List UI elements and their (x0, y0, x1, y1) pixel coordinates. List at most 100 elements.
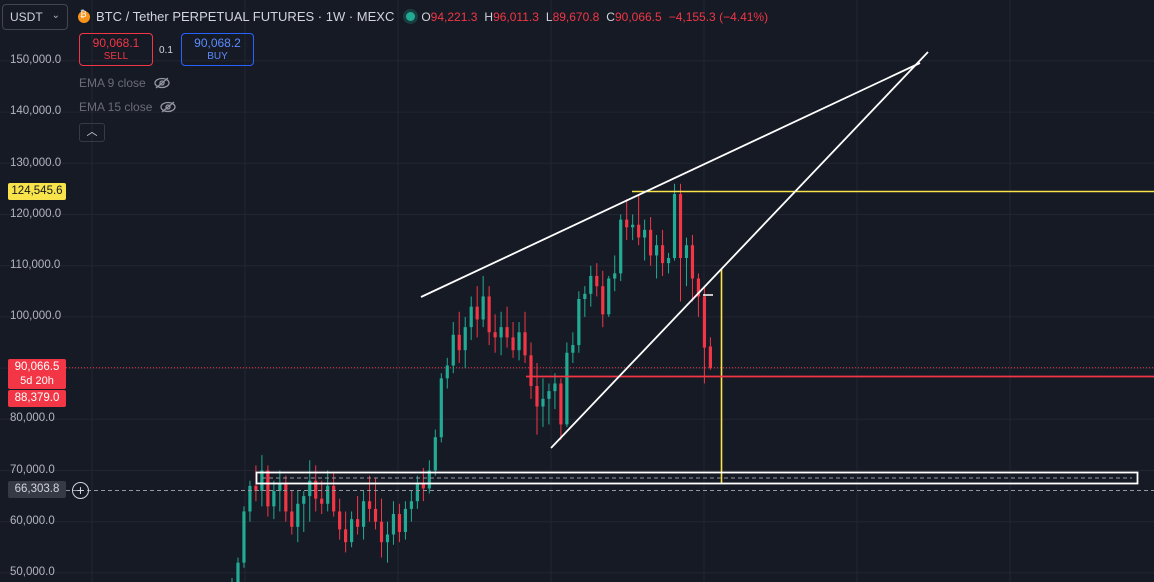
candle-body (505, 327, 509, 338)
candle-body (242, 511, 246, 563)
candle-body (625, 219, 629, 228)
symbol-title[interactable]: BTC / Tether PERPETUAL FUTURES · 1W · ME… (96, 9, 395, 24)
ohlc-low-value: 89,670.8 (552, 9, 600, 24)
candle-body (649, 229, 653, 256)
candle-body (445, 365, 449, 379)
candle-body (553, 383, 557, 392)
candle-body (308, 480, 312, 497)
price-axis-label: 60,000.0 (10, 515, 55, 527)
candle-body (511, 337, 515, 351)
candle-body (260, 470, 264, 491)
candle-body (577, 298, 581, 346)
ohlc-high-value: 96,011.3 (493, 9, 539, 24)
ohlc-open-value: 94,221.3 (430, 9, 478, 24)
candle-body (266, 470, 270, 507)
candle-body (403, 508, 408, 532)
buy-button[interactable]: 90,068.2 BUY (181, 33, 254, 66)
candle-body (559, 383, 563, 425)
candle-body (236, 562, 240, 582)
candle-body (433, 437, 437, 471)
candle-body (409, 501, 413, 509)
sell-price: 90,068.1 (92, 36, 140, 50)
symbol-header: BTC / Tether PERPETUAL FUTURES · 1W · ME… (78, 9, 775, 24)
ohlc-high-label: H (484, 9, 494, 24)
current-price: 90,066.5 (14, 361, 60, 373)
candle-body (457, 334, 461, 351)
candle-body (254, 485, 258, 491)
candle-body (373, 508, 378, 522)
candle-body (696, 278, 701, 297)
candle-body (666, 258, 671, 264)
candle-body (481, 296, 485, 320)
candle-body (613, 273, 617, 279)
candle-body (427, 470, 431, 489)
price-axis-label: 70,000.0 (10, 464, 55, 476)
buy-price: 90,068.2 (194, 36, 241, 50)
candle-body (660, 245, 665, 264)
candle-body (385, 534, 390, 543)
candle-body (565, 352, 569, 425)
wedge-upper-trendline (420, 62, 921, 298)
candle-body (350, 519, 354, 543)
candle-body (475, 306, 479, 320)
eye-hidden-icon[interactable] (154, 77, 170, 89)
candle-body (284, 483, 288, 512)
candle-body (332, 485, 336, 512)
candle-body (589, 275, 593, 294)
ohlc-low-label: L (545, 9, 553, 24)
indicator-ema15[interactable]: EMA 15 close (79, 100, 177, 114)
price-axis-label: 120,000.0 (10, 208, 62, 220)
candle-body (708, 346, 712, 368)
candle-body (367, 501, 372, 509)
candle-body (601, 286, 605, 315)
candle-body (535, 386, 539, 407)
bar-countdown: 5d 20h (20, 375, 54, 387)
currency-select[interactable]: USDT ⌄ (2, 4, 68, 30)
candle-body (690, 245, 695, 279)
horizontal-line-price-tag: 124,545.6 (8, 183, 66, 200)
candle-body (672, 194, 677, 259)
spread-value: 0.1 (159, 45, 173, 56)
candle-body (361, 501, 366, 527)
currency-select-value: USDT (10, 10, 43, 24)
candle-body (397, 514, 402, 532)
price-change: −4,155.3 (−4.41%) (668, 9, 769, 24)
price-axis-label: 110,000.0 (10, 259, 61, 271)
support-zone-rectangle (255, 471, 1139, 485)
candle-body (439, 378, 443, 438)
candle-body (272, 490, 276, 507)
candle-body (487, 296, 491, 333)
crosshair-price-tag: 66,303.8 (8, 481, 66, 498)
chevron-up-icon: ︿ (86, 126, 98, 138)
candle-body (529, 355, 533, 387)
candle-body (541, 398, 545, 407)
horizontal-line-price-tag: 88,379.0 (8, 390, 66, 407)
candle-body (355, 519, 360, 527)
current-price-tag: 90,066.5 5d 20h (8, 359, 66, 389)
indicator-ema9-label: EMA 9 close (79, 76, 146, 90)
candle-body (320, 498, 324, 504)
buy-label: BUY (207, 51, 228, 62)
candle-body (302, 496, 306, 504)
indicator-ema9[interactable]: EMA 9 close (79, 76, 170, 90)
eye-hidden-icon[interactable] (160, 101, 177, 113)
sell-button[interactable]: 90,068.1 SELL (79, 33, 153, 66)
candle-body (517, 332, 521, 351)
price-axis-label: 130,000.0 (10, 157, 62, 169)
candle-body (379, 521, 384, 543)
candle-body (619, 219, 623, 274)
candle-body (571, 345, 575, 353)
candle-body (678, 194, 683, 259)
candle-body (654, 245, 659, 256)
price-axis-label: 80,000.0 (10, 412, 55, 424)
ohlc-close-value: 90,066.5 (614, 9, 662, 24)
bitcoin-icon (78, 9, 90, 23)
candle-body (499, 327, 503, 338)
candle-body (248, 485, 252, 512)
plus-icon[interactable]: + (72, 482, 89, 499)
candle-body (415, 483, 419, 502)
candle-body (637, 224, 641, 238)
collapse-legend-button[interactable]: ︿ (79, 123, 105, 142)
candle-body (421, 483, 425, 489)
